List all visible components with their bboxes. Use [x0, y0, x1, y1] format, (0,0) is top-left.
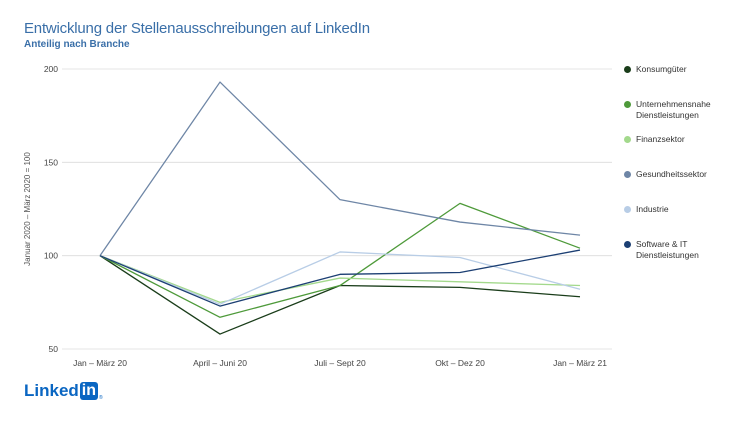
chart-title: Entwicklung der Stellenausschreibungen a…: [24, 20, 370, 37]
series-line: [99, 251, 581, 305]
series-lines: [99, 81, 581, 335]
x-tick-label: Juli – Sept 20: [314, 358, 366, 368]
legend-item: Unternehmensnahe Dienstleistungen: [624, 99, 742, 121]
legend-item: Gesundheitssektor: [624, 169, 742, 180]
series-line: [99, 81, 581, 257]
series-line: [99, 255, 581, 335]
gridlines: [62, 68, 612, 350]
y-tick-label: 200: [44, 64, 58, 74]
legend-item: Software & IT Dienstleistungen: [624, 239, 742, 261]
series-line: [99, 249, 581, 307]
legend: Konsumgüter Unternehmensnahe Dienstleistu…: [624, 64, 742, 261]
legend-label: Industrie: [636, 204, 669, 214]
series-line: [99, 255, 581, 303]
x-tick-label: Jan – März 20: [73, 358, 127, 368]
chart-subtitle: Anteilig nach Branche: [24, 39, 130, 50]
legend-item: Konsumgüter: [624, 64, 742, 75]
linkedin-logo: Linked in ®: [24, 381, 103, 401]
legend-label: Gesundheitssektor: [636, 169, 707, 179]
legend-label: Unternehmensnahe Dienstleistungen: [636, 99, 711, 120]
y-axis-ticks: 50 100 150 200: [44, 64, 58, 354]
y-tick-label: 100: [44, 251, 58, 261]
x-tick-label: Jan – März 21: [553, 358, 607, 368]
y-axis-label: Januar 2020 – März 2020 = 100: [23, 152, 32, 266]
legend-label: Software & IT Dienstleistungen: [636, 239, 699, 260]
legend-label: Konsumgüter: [636, 64, 687, 74]
legend-marker: [624, 241, 631, 248]
x-tick-label: Okt – Dez 20: [435, 358, 485, 368]
y-tick-label: 150: [44, 157, 58, 167]
x-axis-ticks: Jan – März 20 April – Juni 20 Juli – Sept …: [73, 358, 607, 368]
legend-marker: [624, 206, 631, 213]
legend-marker: [624, 101, 631, 108]
y-tick-label: 50: [49, 344, 59, 354]
logo-in-box: in: [79, 382, 99, 400]
legend-item: Finanzsektor: [624, 134, 742, 145]
x-tick-label: April – Juni 20: [193, 358, 247, 368]
legend-marker: [624, 171, 631, 178]
legend-item: Industrie: [624, 204, 742, 215]
series-line: [99, 202, 581, 318]
legend-label: Finanzsektor: [636, 134, 685, 144]
legend-marker: [624, 136, 631, 143]
legend-marker: [624, 66, 631, 73]
logo-text: Linked: [24, 381, 79, 400]
logo-registered-mark: ®: [99, 395, 103, 401]
